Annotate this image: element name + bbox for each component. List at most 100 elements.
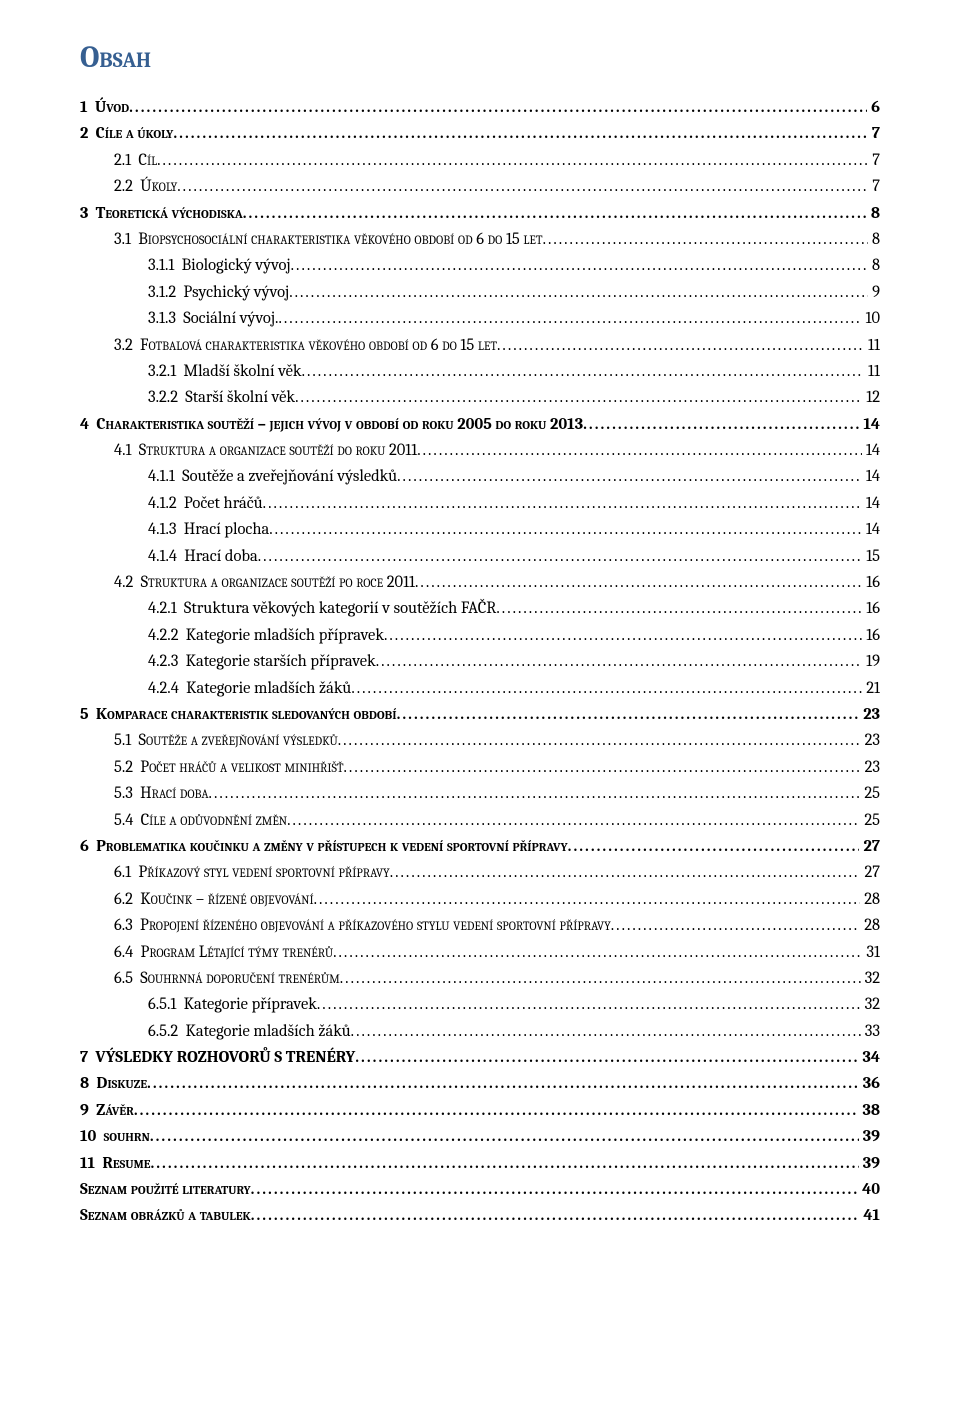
toc-entry-label: 3.2.2 Starší školní věk xyxy=(148,385,295,411)
toc-page-number: 9 xyxy=(868,280,880,306)
toc-leader-dots xyxy=(243,201,867,227)
toc-page-number: 21 xyxy=(862,676,880,702)
toc-entry-label: 4.2.4 Kategorie mladších žáků xyxy=(148,676,351,702)
toc-leader-dots xyxy=(355,1045,858,1071)
toc-leader-dots xyxy=(340,966,861,992)
toc-page-number: 7 xyxy=(868,121,880,147)
toc-leader-dots xyxy=(289,280,868,306)
toc-entry-label: 8 Diskuze xyxy=(80,1071,147,1097)
toc-entry-label: 4.1 Struktura a organizace soutěží do ro… xyxy=(114,438,417,464)
toc-row: 3.2.1 Mladší školní věk 11 xyxy=(80,359,880,385)
toc-page-number: 8 xyxy=(868,253,880,279)
toc-leader-dots xyxy=(269,517,862,543)
document-page: Obsah 1 Úvod 62 Cíle a úkoly 72.1 Cíl 72… xyxy=(0,0,960,1413)
page-title: Obsah xyxy=(80,40,880,75)
toc-page-number: 14 xyxy=(859,412,880,438)
toc-entry-label: 4.1.4 Hrací doba xyxy=(148,544,258,570)
toc-entry-label: 5.1 Soutěže a zveřejňování výsledků xyxy=(114,728,338,754)
toc-row: 2 Cíle a úkoly 7 xyxy=(80,121,880,147)
table-of-contents: 1 Úvod 62 Cíle a úkoly 72.1 Cíl 72.2 Úko… xyxy=(80,95,880,1230)
toc-leader-dots xyxy=(568,834,860,860)
toc-entry-label: Seznam obrázků a tabulek xyxy=(80,1203,251,1229)
toc-row: 4.2.4 Kategorie mladších žáků 21 xyxy=(80,676,880,702)
toc-page-number: 7 xyxy=(868,174,880,200)
toc-page-number: 8 xyxy=(867,201,880,227)
toc-entry-label: 3 Teoretická východiska xyxy=(80,201,243,227)
toc-leader-dots xyxy=(333,940,862,966)
toc-row: 3.2 Fotbalová charakteristika věkového o… xyxy=(80,333,880,359)
toc-leader-dots xyxy=(258,544,862,570)
toc-row: 5.2 Počet hráčů a velikost minihřišť 23 xyxy=(80,755,880,781)
toc-leader-dots xyxy=(317,992,861,1018)
toc-row: 3.1.2 Psychický vývoj 9 xyxy=(80,280,880,306)
toc-entry-label: 5.2 Počet hráčů a velikost minihřišť xyxy=(114,755,344,781)
toc-page-number: 14 xyxy=(862,438,880,464)
toc-page-number: 14 xyxy=(862,517,880,543)
toc-page-number: 16 xyxy=(862,570,880,596)
toc-page-number: 25 xyxy=(860,808,880,834)
toc-leader-dots xyxy=(129,95,867,121)
toc-page-number: 27 xyxy=(859,834,880,860)
toc-row: 6.5 Souhrnná doporučení trenérům 32 xyxy=(80,966,880,992)
toc-page-number: 38 xyxy=(858,1098,880,1124)
toc-page-number: 41 xyxy=(859,1203,880,1229)
toc-entry-label: 4.1.1 Soutěže a zveřejňování výsledků xyxy=(148,464,397,490)
toc-row: 5.4 Cíle a odůvodnění změn 25 xyxy=(80,808,880,834)
toc-row: 3 Teoretická východiska 8 xyxy=(80,201,880,227)
toc-leader-dots xyxy=(338,728,861,754)
toc-entry-label: 2.2 Úkoly xyxy=(114,174,177,200)
toc-leader-dots xyxy=(177,174,868,200)
toc-entry-label: 6.2 Koučink – řízené objevování xyxy=(114,887,314,913)
toc-page-number: 19 xyxy=(862,649,880,675)
toc-page-number: 32 xyxy=(861,992,880,1018)
toc-page-number: 23 xyxy=(859,702,880,728)
toc-page-number: 28 xyxy=(860,887,880,913)
toc-page-number: 23 xyxy=(861,755,880,781)
toc-row: 6.4 Program Létající týmy trenérů 31 xyxy=(80,940,880,966)
toc-leader-dots xyxy=(209,781,861,807)
toc-entry-label: 3.2.1 Mladší školní věk xyxy=(148,359,302,385)
toc-leader-dots xyxy=(287,808,860,834)
toc-leader-dots xyxy=(278,306,861,332)
toc-entry-label: 1 Úvod xyxy=(80,95,129,121)
toc-row: 4.1.4 Hrací doba 15 xyxy=(80,544,880,570)
toc-entry-label: 4.1.2 Počet hráčů xyxy=(148,491,263,517)
toc-entry-label: 4.1.3 Hrací plocha xyxy=(148,517,269,543)
toc-entry-label: 3.2 Fotbalová charakteristika věkového o… xyxy=(114,333,497,359)
toc-leader-dots xyxy=(251,1203,860,1229)
toc-row: 6.2 Koučink – řízené objevování 28 xyxy=(80,887,880,913)
toc-row: 3.1.3 Sociální vývoj. 10 xyxy=(80,306,880,332)
toc-leader-dots xyxy=(302,359,864,385)
toc-entry-label: 6.5.2 Kategorie mladších žáků xyxy=(148,1019,351,1045)
toc-row: 6.1 Příkazový styl vedení sportovní příp… xyxy=(80,860,880,886)
toc-entry-label: 6 Problematika koučinku a změny v přístu… xyxy=(80,834,568,860)
toc-leader-dots xyxy=(147,1071,859,1097)
toc-entry-label: 6.4 Program Létající týmy trenérů xyxy=(114,940,333,966)
toc-page-number: 6 xyxy=(867,95,880,121)
toc-leader-dots xyxy=(134,1098,859,1124)
toc-leader-dots xyxy=(496,596,862,622)
toc-row: 4.2 Struktura a organizace soutěží po ro… xyxy=(80,570,880,596)
toc-row: 5 Komparace charakteristik sledovaných o… xyxy=(80,702,880,728)
toc-row: 6.5.2 Kategorie mladších žáků 33 xyxy=(80,1019,880,1045)
toc-row: 4.1.3 Hrací plocha 14 xyxy=(80,517,880,543)
toc-entry-label: 7 VÝSLEDKY ROZHOVORŮ S TRENÉRY xyxy=(80,1045,355,1071)
toc-page-number: 23 xyxy=(861,728,880,754)
toc-row: 9 Závěr 38 xyxy=(80,1098,880,1124)
toc-entry-label: 4.2.3 Kategorie starších přípravek xyxy=(148,649,376,675)
toc-entry-label: 6.1 Příkazový styl vedení sportovní příp… xyxy=(114,860,390,886)
toc-entry-label: 11 Resume xyxy=(80,1151,150,1177)
toc-leader-dots xyxy=(384,623,862,649)
toc-page-number: 28 xyxy=(860,913,880,939)
toc-row: 8 Diskuze 36 xyxy=(80,1071,880,1097)
toc-page-number: 14 xyxy=(862,491,880,517)
toc-page-number: 39 xyxy=(859,1151,880,1177)
toc-page-number: 8 xyxy=(868,227,880,253)
toc-entry-label: 4.2 Struktura a organizace soutěží po ro… xyxy=(114,570,415,596)
toc-entry-label: 4.2.1 Struktura věkových kategorií v sou… xyxy=(148,596,496,622)
toc-leader-dots xyxy=(295,385,862,411)
toc-leader-dots xyxy=(291,253,868,279)
toc-row: 11 Resume 39 xyxy=(80,1151,880,1177)
toc-row: 7 VÝSLEDKY ROZHOVORŮ S TRENÉRY 34 xyxy=(80,1045,880,1071)
toc-row: 5.1 Soutěže a zveřejňování výsledků 23 xyxy=(80,728,880,754)
